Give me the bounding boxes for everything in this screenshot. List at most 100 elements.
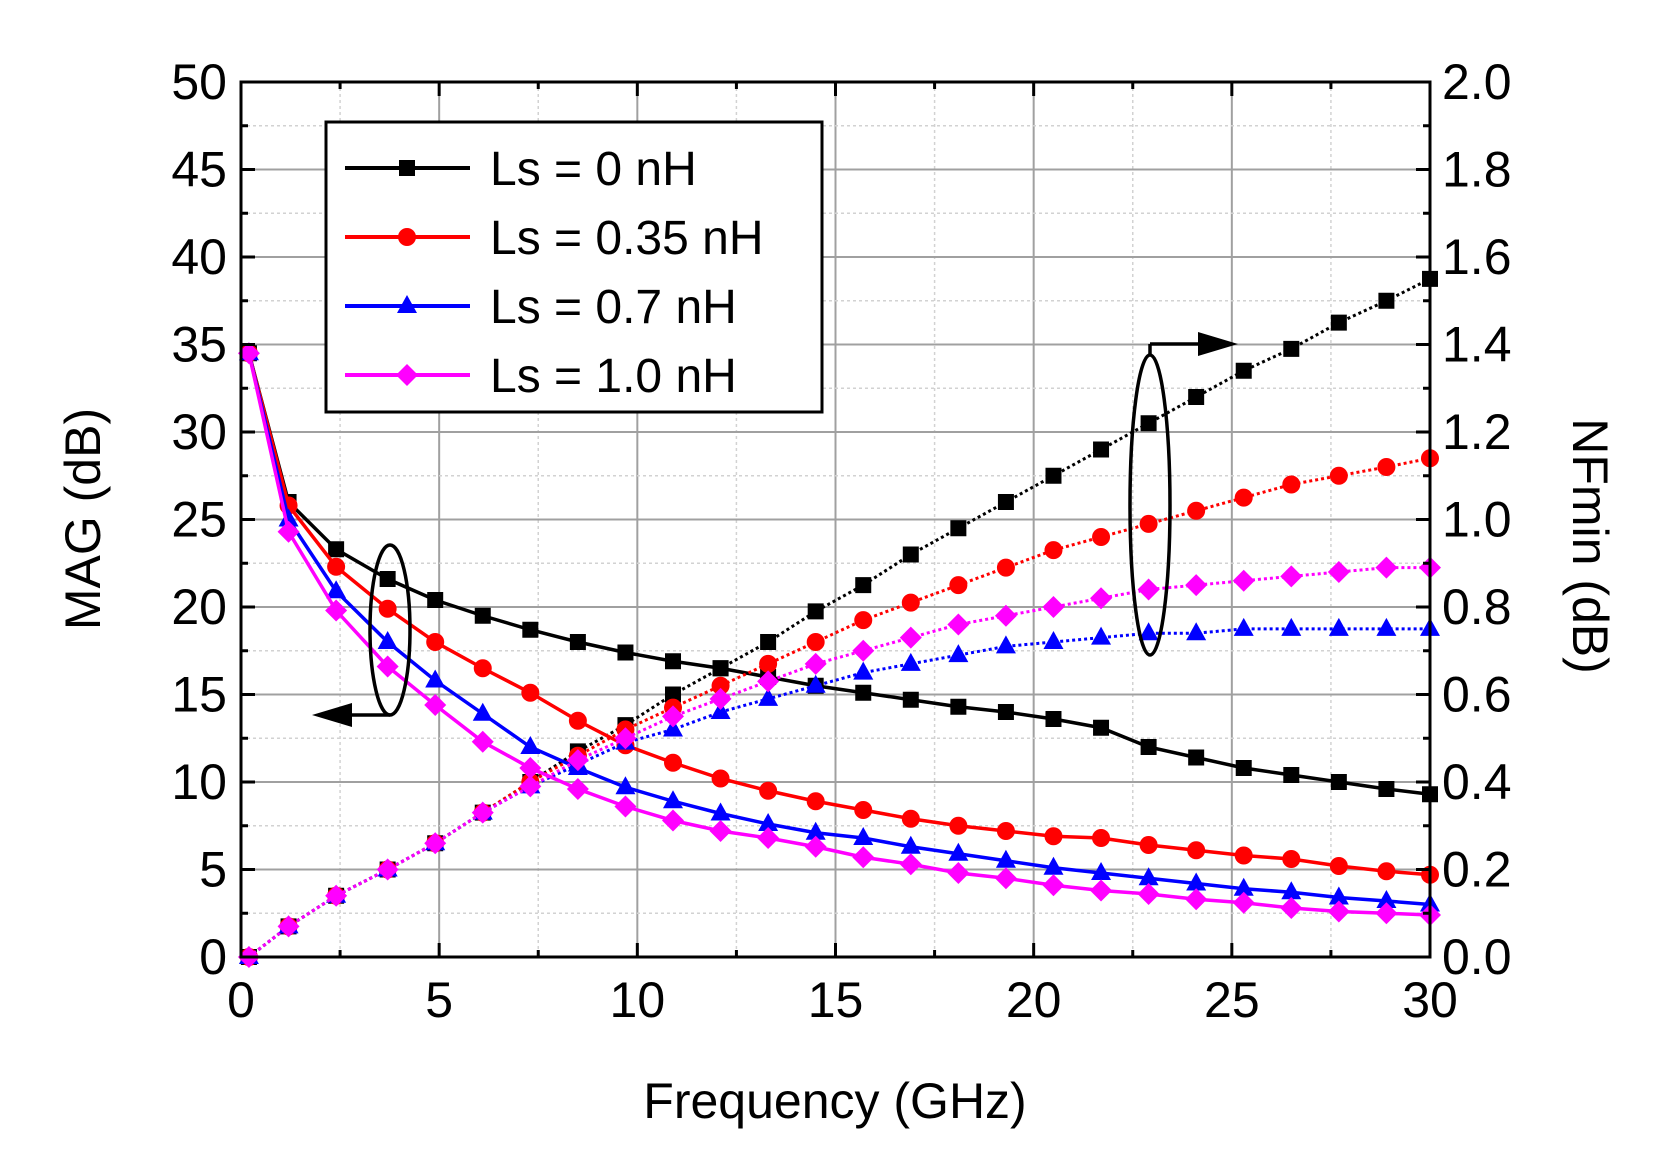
mag-point xyxy=(424,694,447,716)
mag-point xyxy=(427,592,444,608)
annotations xyxy=(312,332,1238,727)
mag-point xyxy=(1378,781,1395,797)
nfmin-point xyxy=(950,520,967,537)
mag-point xyxy=(901,809,920,828)
y-left-tick-label: 25 xyxy=(171,492,227,548)
mag-point xyxy=(902,691,919,708)
mag-point xyxy=(1282,850,1301,868)
nfmin-point xyxy=(1093,441,1110,458)
mag-point xyxy=(712,660,729,677)
nfmin-point xyxy=(760,634,777,650)
y-left-tick-label: 15 xyxy=(171,667,227,723)
mag-point xyxy=(759,781,778,800)
nfmin-point xyxy=(663,718,684,737)
mag-point xyxy=(376,655,399,678)
x-tick-label: 15 xyxy=(808,972,864,1028)
nfmin-point xyxy=(1139,514,1158,533)
mag-point xyxy=(1328,886,1349,905)
mag-point xyxy=(853,827,874,845)
mag-point xyxy=(327,557,346,576)
y-right-tick-label: 0.0 xyxy=(1442,929,1512,985)
y-axis-right-title: NFmin (dB) xyxy=(1562,418,1618,674)
nfmin-point xyxy=(1090,587,1113,610)
legend-entry: Ls = 0 nH xyxy=(345,143,697,196)
nfmin-point xyxy=(1328,617,1349,636)
mag-point xyxy=(948,842,969,861)
nfmin-point xyxy=(805,674,826,693)
mag-point xyxy=(855,684,872,701)
mag-point xyxy=(900,835,921,854)
axis-ticks: 0 5 10 15 20 25 30 0 5 10 15 20 25 30 35 40 45 50 0.0 0.2 0.… xyxy=(171,54,1511,1028)
mag-point xyxy=(662,809,685,832)
nfmin-point xyxy=(1234,488,1253,507)
nfmin-point xyxy=(758,687,779,706)
nfmin-point xyxy=(1043,631,1064,649)
nfmin-point xyxy=(757,670,780,693)
y-left-tick-label: 40 xyxy=(171,229,227,285)
mag-point xyxy=(1044,827,1063,846)
nfmin-point xyxy=(855,577,872,594)
mag-point xyxy=(325,599,348,622)
mag-point xyxy=(1281,881,1302,900)
mag-point xyxy=(378,599,397,618)
nfmin-point xyxy=(1188,389,1205,405)
mag-point xyxy=(1090,879,1113,902)
x-tick-label: 0 xyxy=(227,972,255,1028)
mag-point xyxy=(566,778,589,800)
nfmin-point xyxy=(1042,596,1065,618)
plot-series xyxy=(237,270,1441,968)
mag-point xyxy=(615,776,636,795)
mag-point xyxy=(1138,867,1159,886)
right-arrow-head xyxy=(1198,332,1238,356)
mag-point xyxy=(1329,857,1348,875)
mag-point xyxy=(758,813,779,831)
mag-point xyxy=(1185,888,1208,911)
nfmin-point xyxy=(995,635,1016,654)
nfmin-point xyxy=(1138,622,1159,641)
x-tick-label: 10 xyxy=(610,972,666,1028)
mag-point xyxy=(237,342,260,365)
mag-point xyxy=(1375,902,1398,925)
nfmin-point xyxy=(1186,622,1207,641)
y-right-tick-label: 0.2 xyxy=(1442,842,1512,898)
mag-point xyxy=(709,820,732,842)
mag-point xyxy=(569,634,586,650)
nfmin-point xyxy=(277,915,300,938)
mag-point xyxy=(950,698,967,715)
mag-point xyxy=(474,607,491,624)
mag-point xyxy=(326,580,347,599)
nfmin-point xyxy=(996,558,1015,577)
nfmin-point xyxy=(519,775,542,798)
mag-point xyxy=(328,541,345,558)
nfmin-point xyxy=(759,654,778,673)
nfmin-point xyxy=(711,676,730,695)
legend-marker xyxy=(398,228,416,246)
nfmin-point xyxy=(566,749,589,772)
nfmin-point xyxy=(1232,569,1255,592)
mag-point xyxy=(617,644,634,661)
y-left-tick-label: 20 xyxy=(171,579,227,635)
nfmin-point xyxy=(1092,528,1111,546)
mag-point xyxy=(949,816,968,835)
mag-point xyxy=(278,508,299,527)
y-left-tick-label: 0 xyxy=(199,929,227,985)
mag-point xyxy=(568,711,587,730)
nfmin-point xyxy=(1140,415,1157,432)
nfmin-point xyxy=(1378,292,1395,309)
nfmin-point xyxy=(614,727,637,750)
nfmin-point xyxy=(376,858,399,881)
nfmin-point xyxy=(854,611,873,630)
y-left-tick-label: 45 xyxy=(171,142,227,198)
mag-point xyxy=(997,704,1014,720)
legend-label: Ls = 0.35 nH xyxy=(490,212,764,265)
nfmin-point xyxy=(948,644,969,663)
mag-point xyxy=(665,653,682,670)
y-right-tick-label: 1.0 xyxy=(1442,492,1512,548)
legend-entry: Ls = 0.35 nH xyxy=(345,212,764,265)
mag-point xyxy=(1092,829,1111,847)
nfmin-point xyxy=(1330,314,1347,331)
nfmin-point xyxy=(471,801,494,824)
y-right-tick-label: 0.6 xyxy=(1442,667,1512,723)
mag-point xyxy=(426,633,445,651)
mag-point xyxy=(1235,760,1252,776)
